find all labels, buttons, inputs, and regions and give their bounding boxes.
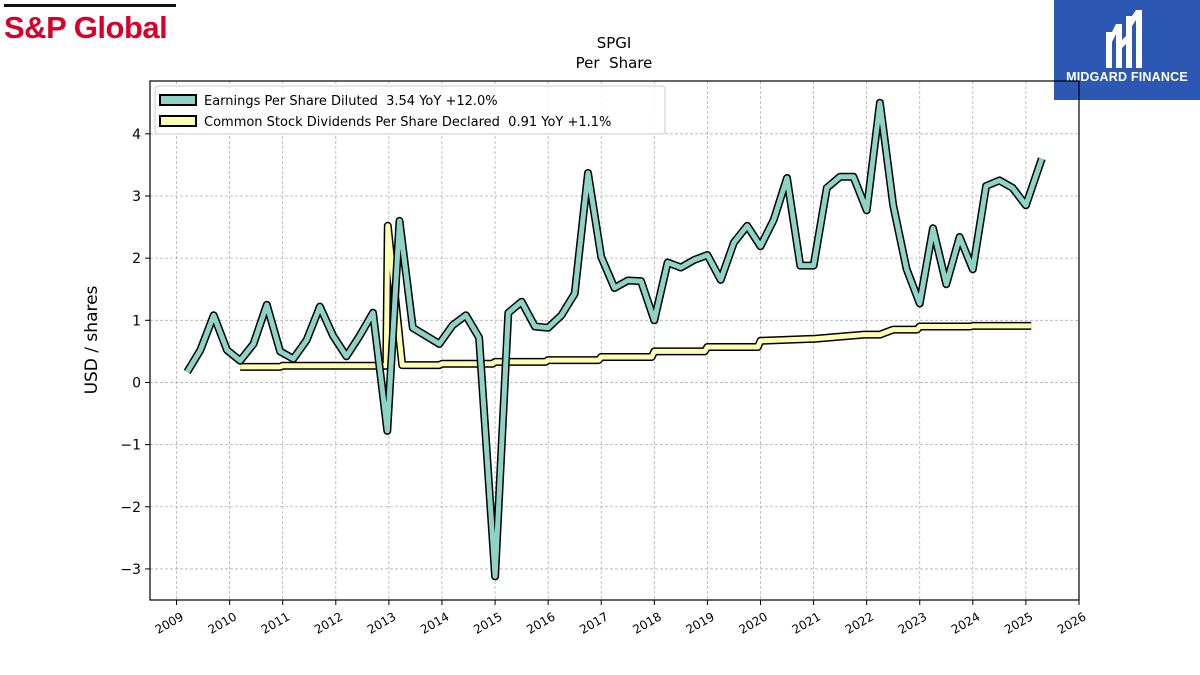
logo-rule	[4, 4, 176, 7]
x-tick-label: 2009	[153, 609, 186, 636]
x-tick-label: 2013	[365, 609, 398, 636]
x-tick-label: 2015	[471, 609, 504, 636]
chart-subtitle: Per Share	[576, 54, 653, 72]
x-tick-label: 2016	[524, 609, 557, 636]
x-tick-label: 2021	[790, 609, 823, 636]
y-axis-label: USD / shares	[82, 285, 102, 394]
y-tick-label: 2	[132, 251, 141, 267]
y-tick-label: −3	[120, 562, 141, 578]
chart-title: SPGI	[597, 34, 632, 52]
x-tick-label: 2025	[1002, 609, 1035, 636]
legend-swatch	[159, 115, 197, 127]
plot-frame	[149, 80, 1080, 601]
y-tick-label: 1	[132, 313, 141, 329]
series-lines	[183, 98, 1046, 581]
legend: Earnings Per Share Diluted 3.54 YoY +12.…	[154, 85, 666, 135]
logo-text: S&P Global	[4, 10, 168, 45]
series-0	[183, 98, 1046, 581]
legend-swatch	[159, 94, 197, 106]
x-tick-label: 2026	[1055, 609, 1088, 636]
legend-box	[154, 85, 666, 135]
x-tick-label: 2019	[683, 609, 716, 636]
sp-global-logo: S&P Global	[4, 4, 178, 45]
axis-ticks: 2009 2010 2011 2012 2013 2014 2015 2016 2017 2018…	[120, 127, 1088, 637]
x-tick-label: 2018	[630, 609, 663, 636]
y-tick-label: 3	[132, 189, 141, 205]
x-tick-label: 2010	[206, 609, 239, 636]
midgard-mark-icon	[1106, 10, 1142, 68]
series-outline	[240, 221, 1032, 371]
x-tick-label: 2024	[949, 609, 982, 636]
x-tick-label: 2017	[577, 609, 610, 636]
midgard-finance-logo: MIDGARD FINANCE	[1054, 0, 1200, 100]
y-tick-label: −1	[120, 438, 141, 454]
series-line	[185, 100, 1045, 579]
y-tick-label: 0	[132, 375, 141, 391]
series-1	[240, 221, 1032, 371]
series-outline	[183, 98, 1046, 581]
partner-name: MIDGARD FINANCE	[1066, 70, 1188, 84]
legend-label: Earnings Per Share Diluted 3.54 YoY +12.…	[204, 94, 498, 109]
x-tick-label: 2014	[418, 609, 451, 636]
x-tick-label: 2012	[312, 609, 345, 636]
y-tick-label: 4	[132, 127, 141, 143]
x-tick-label: 2011	[259, 609, 292, 636]
x-tick-label: 2020	[737, 609, 770, 636]
legend-label: Common Stock Dividends Per Share Declare…	[204, 115, 611, 130]
series-line	[240, 223, 1032, 370]
x-tick-label: 2023	[896, 609, 929, 636]
x-tick-label: 2022	[843, 609, 876, 636]
grid-lines	[150, 81, 1080, 600]
y-tick-label: −2	[120, 500, 141, 516]
